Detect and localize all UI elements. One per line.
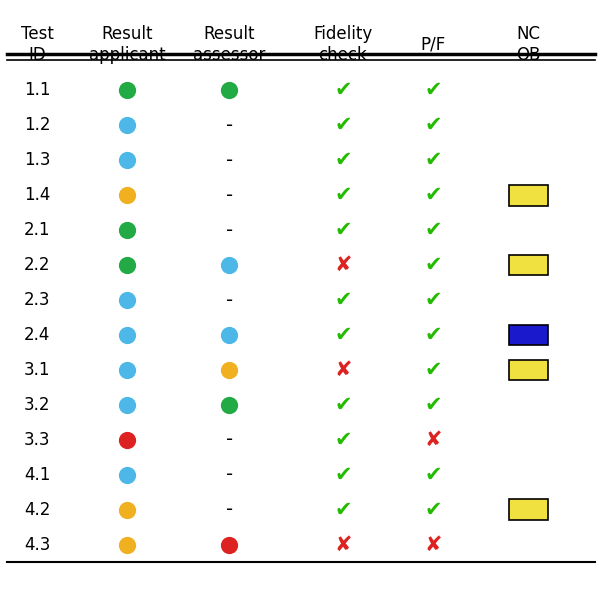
Text: ✔: ✔ <box>334 80 352 100</box>
Text: Test
ID: Test ID <box>21 25 54 63</box>
Text: 2.3: 2.3 <box>24 291 51 309</box>
Text: Result
assessor: Result assessor <box>193 25 265 63</box>
Text: ✔: ✔ <box>334 465 352 485</box>
Text: -: - <box>226 500 232 519</box>
Text: ✔: ✔ <box>334 325 352 345</box>
Text: ✔: ✔ <box>424 220 442 240</box>
Text: ✔: ✔ <box>424 290 442 310</box>
Point <box>225 400 234 410</box>
Text: -: - <box>226 116 232 135</box>
Bar <box>509 254 548 275</box>
Text: ✔: ✔ <box>424 465 442 485</box>
Point <box>122 330 132 340</box>
Text: ✘: ✘ <box>334 255 352 275</box>
Text: 2.2: 2.2 <box>24 256 51 274</box>
Point <box>122 470 132 480</box>
Text: ✔: ✔ <box>424 150 442 170</box>
Text: ✘: ✘ <box>334 360 352 380</box>
Text: ✔: ✔ <box>424 500 442 520</box>
Point <box>122 505 132 515</box>
Text: NC
OB: NC OB <box>517 25 541 63</box>
Text: -: - <box>226 465 232 484</box>
Point <box>122 295 132 305</box>
Point <box>225 540 234 549</box>
Point <box>122 225 132 235</box>
Text: 1.2: 1.2 <box>24 116 51 134</box>
Point <box>122 190 132 200</box>
Point <box>122 260 132 270</box>
Point <box>122 365 132 375</box>
Bar <box>509 185 548 206</box>
Text: ✘: ✘ <box>424 430 442 450</box>
Text: -: - <box>226 151 232 170</box>
Point <box>225 365 234 375</box>
Text: ✔: ✔ <box>334 290 352 310</box>
Text: ✔: ✔ <box>334 430 352 450</box>
Text: 4.3: 4.3 <box>24 536 51 554</box>
Text: 3.1: 3.1 <box>24 361 51 379</box>
Text: Result
applicant: Result applicant <box>89 25 166 63</box>
Text: ✔: ✔ <box>334 115 352 136</box>
Text: -: - <box>226 221 232 240</box>
Text: ✔: ✔ <box>334 220 352 240</box>
Text: Fidelity
check: Fidelity check <box>313 25 373 63</box>
Text: ✘: ✘ <box>424 535 442 554</box>
Text: ✔: ✔ <box>424 255 442 275</box>
Point <box>225 260 234 270</box>
Bar <box>509 360 548 380</box>
Point <box>122 400 132 410</box>
Text: -: - <box>226 431 232 449</box>
Point <box>122 435 132 445</box>
Point <box>122 86 132 95</box>
Text: 3.3: 3.3 <box>24 431 51 449</box>
Text: P/F: P/F <box>420 35 445 54</box>
Point <box>122 540 132 549</box>
Bar <box>509 325 548 346</box>
Text: 1.3: 1.3 <box>24 151 51 169</box>
Text: ✔: ✔ <box>424 325 442 345</box>
Point <box>122 155 132 165</box>
Text: ✔: ✔ <box>424 395 442 415</box>
Text: 2.1: 2.1 <box>24 221 51 239</box>
Point <box>225 330 234 340</box>
Bar <box>509 500 548 520</box>
Text: 4.1: 4.1 <box>24 466 51 484</box>
Text: ✔: ✔ <box>334 150 352 170</box>
Text: ✔: ✔ <box>334 500 352 520</box>
Text: 2.4: 2.4 <box>24 326 51 344</box>
Text: 3.2: 3.2 <box>24 396 51 414</box>
Text: ✔: ✔ <box>424 360 442 380</box>
Text: 1.1: 1.1 <box>24 81 51 99</box>
Text: ✔: ✔ <box>424 115 442 136</box>
Text: -: - <box>226 185 232 205</box>
Text: 4.2: 4.2 <box>24 501 51 519</box>
Text: ✔: ✔ <box>424 185 442 205</box>
Point <box>225 86 234 95</box>
Text: ✘: ✘ <box>334 535 352 554</box>
Text: 1.4: 1.4 <box>24 186 51 204</box>
Text: -: - <box>226 291 232 309</box>
Point <box>122 120 132 130</box>
Text: ✔: ✔ <box>424 80 442 100</box>
Text: ✔: ✔ <box>334 185 352 205</box>
Text: ✔: ✔ <box>334 395 352 415</box>
